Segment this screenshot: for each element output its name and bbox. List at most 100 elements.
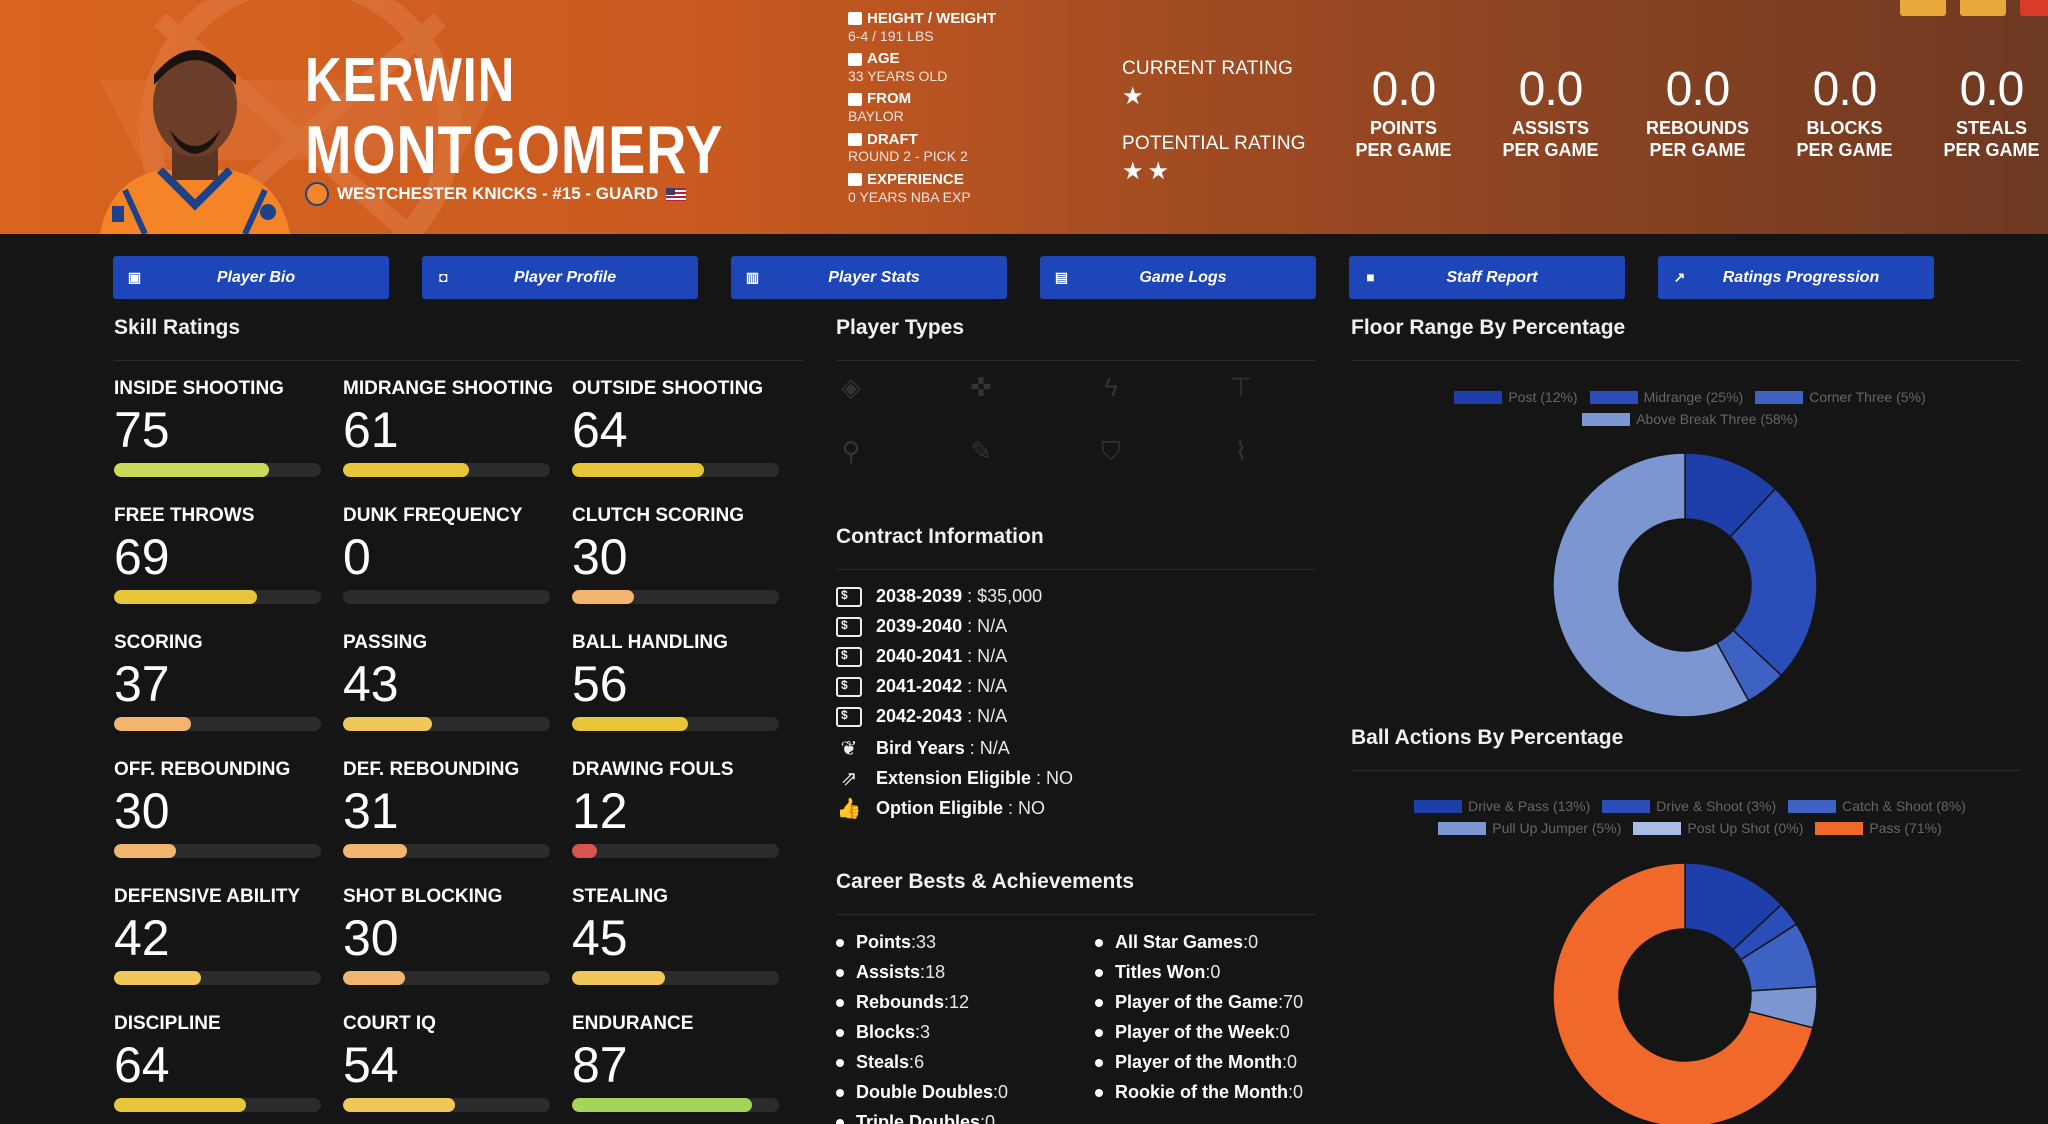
career-label: Player of the Month: [1115, 1052, 1283, 1072]
legend-entry[interactable]: Pass (71%): [1815, 820, 1942, 836]
skill-rating: PASSING 43: [343, 632, 550, 731]
legend-label: Midrange (25%): [1643, 389, 1744, 405]
divider: [1351, 770, 2021, 771]
per-game-stats: 0.0 POINTS PER GAME 0.0 ASSISTS PER GAME 0.0 RE…: [1330, 66, 2048, 161]
bio-label-text: FROM: [867, 90, 912, 108]
magic-wand-icon[interactable]: ✎: [970, 436, 992, 466]
money-bill-icon: [836, 676, 862, 697]
per-game-stat: 0.0 STEALS PER GAME: [1918, 66, 2048, 161]
skill-value: 30: [343, 910, 399, 966]
tab-game-logs[interactable]: ▤ Game Logs: [1040, 256, 1316, 299]
legend-entry[interactable]: Above Break Three (58%): [1582, 411, 1798, 427]
legend-entry[interactable]: Midrange (25%): [1589, 389, 1744, 405]
money-bill-icon: [836, 646, 862, 667]
header-close-button[interactable]: [2020, 0, 2048, 16]
skill-name: ENDURANCE: [572, 1013, 694, 1034]
paint-roller-icon[interactable]: ⊤: [1229, 372, 1253, 402]
brush-icon[interactable]: ⌇: [1234, 436, 1248, 466]
stat-label-sub: PER GAME: [1355, 139, 1452, 160]
header-action-button[interactable]: [1960, 0, 2006, 16]
career-label: Steals: [856, 1052, 910, 1072]
separator: :: [909, 1052, 915, 1072]
legend-entry[interactable]: Corner Three (5%): [1755, 389, 1926, 405]
tab-player-stats[interactable]: ▥ Player Stats: [731, 256, 1007, 299]
separator: :: [980, 1112, 986, 1124]
career-row: Steals : 6: [836, 1052, 924, 1073]
header-action-button[interactable]: [1900, 0, 1946, 16]
skill-bar-fill: [343, 1098, 455, 1112]
tab-staff-report[interactable]: ■ Staff Report: [1349, 256, 1625, 299]
legend-entry[interactable]: Post (12%): [1454, 389, 1578, 405]
lightning-icon[interactable]: ϟ: [1104, 372, 1118, 402]
skill-value: 42: [114, 910, 170, 966]
career-value: 33: [916, 932, 937, 952]
career-value: 0: [998, 1082, 1009, 1102]
legend-entry[interactable]: Drive & Shoot (3%): [1602, 798, 1776, 814]
career-label: All Star Games: [1115, 932, 1244, 952]
career-value: 70: [1283, 992, 1304, 1012]
separator: :: [911, 932, 917, 952]
bullet-icon: [1095, 968, 1103, 977]
legend-entry[interactable]: Drive & Pass (13%): [1414, 798, 1590, 814]
career-row: Player of the Game : 70: [1095, 992, 1303, 1013]
tab-label: Player Bio: [216, 268, 296, 286]
skill-name: DUNK FREQUENCY: [343, 505, 523, 526]
separator: :: [962, 586, 978, 606]
legend-label: Drive & Pass (13%): [1468, 798, 1591, 814]
bullet-icon: [836, 1058, 844, 1067]
separator: :: [964, 738, 980, 758]
career-label: Double Doubles: [856, 1082, 994, 1102]
basketball-hoop-icon[interactable]: ◈: [841, 372, 861, 402]
contract-text: Extension Eligible : NO: [876, 768, 1073, 789]
player-avatar: [100, 50, 290, 234]
skill-bar-fill: [114, 844, 177, 858]
crosshair-icon[interactable]: ✜: [970, 372, 992, 402]
skill-bar-fill: [114, 717, 191, 731]
donut-slice[interactable]: [1552, 452, 1750, 718]
player-types-title: Player Types: [836, 316, 965, 339]
tab-label: Player Profile: [513, 268, 617, 286]
legend-entry[interactable]: Catch & Shoot (8%): [1788, 798, 1966, 814]
skill-name: BALL HANDLING: [572, 632, 728, 653]
career-row: Rookie of the Month : 0: [1095, 1082, 1303, 1103]
legend-swatch: [1454, 390, 1503, 404]
shield-icon[interactable]: ⛉: [1101, 436, 1121, 466]
per-game-stat: 0.0 ASSISTS PER GAME: [1477, 66, 1624, 161]
nav-tabs: ▣ Player Bio ◘ Player Profile ▥ Player Stats ▤…: [113, 256, 1934, 299]
divider: [836, 360, 1316, 361]
skill-name: FREE THROWS: [114, 505, 255, 526]
skill-value: 64: [114, 1037, 170, 1093]
skill-bar-track: [343, 590, 550, 604]
contract-label: Option Eligible: [876, 798, 1003, 818]
skill-value: 12: [572, 783, 628, 839]
broom-icon[interactable]: ⚲: [841, 436, 861, 466]
money-bill-icon: [836, 616, 862, 637]
donut-slice[interactable]: [1552, 862, 1814, 1124]
career-row: Rebounds : 12: [836, 992, 969, 1013]
legend-swatch: [1633, 821, 1682, 835]
contract-text: Bird Years : N/A: [876, 738, 1010, 759]
skill-name: SHOT BLOCKING: [343, 886, 503, 907]
donut-slice[interactable]: [1729, 487, 1818, 677]
tab-player-profile[interactable]: ◘ Player Profile: [422, 256, 698, 299]
tab-ratings-progression[interactable]: ↗ Ratings Progression: [1658, 256, 1934, 299]
tab-player-bio[interactable]: ▣ Player Bio: [113, 256, 389, 299]
separator: :: [962, 646, 978, 666]
separator: :: [920, 962, 926, 982]
skill-rating: COURT IQ 54: [343, 1013, 550, 1112]
legend-entry[interactable]: Pull Up Jumper (5%): [1438, 820, 1621, 836]
skill-value: 56: [572, 656, 628, 712]
contract-row: 2040-2041 : N/A: [836, 646, 1007, 667]
bullet-icon: [1095, 1058, 1103, 1067]
separator: :: [962, 706, 978, 726]
cake-icon: [848, 52, 862, 66]
legend-entry[interactable]: Post Up Shot (0%): [1633, 820, 1803, 836]
team-logo-icon: [305, 182, 329, 206]
separator: :: [944, 992, 950, 1012]
separator: :: [1274, 1022, 1280, 1042]
floor-range-title: Floor Range By Percentage: [1351, 316, 1626, 339]
money-bill-icon: [836, 586, 862, 607]
stat-value: 0.0: [1959, 63, 2025, 116]
divider: [1351, 360, 2021, 361]
bio-label-text: AGE: [867, 50, 900, 68]
